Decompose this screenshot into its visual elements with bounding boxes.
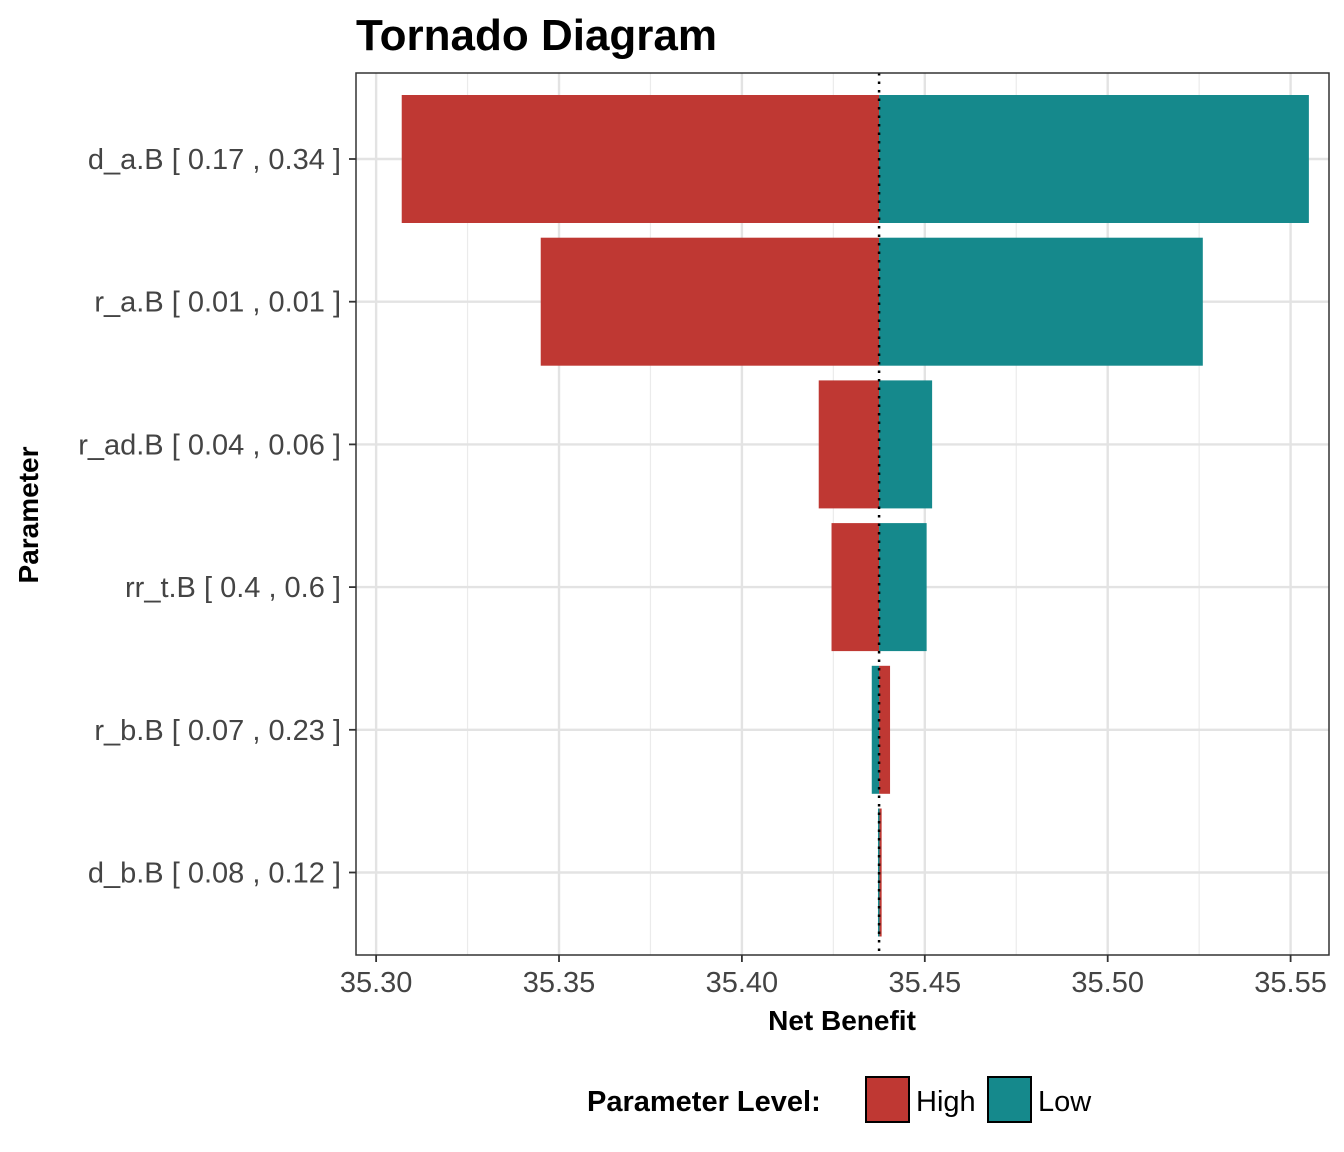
x-axis: 35.30 35.35 35.40 35.45 35.50 35.55 — [340, 955, 1327, 999]
bar-low — [871, 665, 880, 794]
bar-high — [540, 237, 880, 366]
y-tick-label: r_b.B [ 0.07 , 0.23 ] — [94, 715, 341, 747]
bar-low — [879, 523, 927, 652]
y-tick-label: d_a.B [ 0.17 , 0.34 ] — [88, 144, 341, 176]
panel-border — [355, 72, 1330, 956]
legend-key-high — [865, 1076, 910, 1123]
x-tick-label: 35.35 — [523, 967, 596, 999]
legend-label-low: Low — [1038, 1086, 1092, 1118]
bar-high — [401, 95, 880, 223]
y-tick-label: rr_t.B [ 0.4 , 0.6 ] — [125, 572, 341, 604]
bar-high — [879, 665, 891, 794]
y-tick-label: d_b.B [ 0.08 , 0.12 ] — [88, 858, 341, 890]
x-tick-label: 35.50 — [1071, 967, 1144, 999]
x-tick-label: 35.55 — [1254, 967, 1327, 999]
bar-low — [879, 380, 933, 509]
plot-panel — [355, 72, 1330, 956]
y-tick-label: r_ad.B [ 0.04 , 0.06 ] — [78, 429, 341, 461]
legend: Parameter Level: High Low — [587, 1076, 1092, 1123]
bar-high — [818, 380, 880, 509]
x-axis-title: Net Benefit — [768, 1005, 916, 1036]
y-axis: d_a.B [ 0.17 , 0.34 ] r_a.B [ 0.01 , 0.01… — [78, 144, 356, 890]
legend-label-high: High — [916, 1086, 976, 1118]
legend-items: High Low — [865, 1076, 1092, 1123]
x-tick-label: 35.45 — [889, 967, 962, 999]
chart-title: Tornado Diagram — [356, 11, 717, 60]
bar-high — [831, 523, 880, 652]
bars — [401, 95, 1309, 937]
bar-low — [879, 237, 1203, 366]
y-axis-title: Parameter — [13, 446, 44, 583]
bar-low — [879, 95, 1309, 223]
y-tick-label: r_a.B [ 0.01 , 0.01 ] — [94, 287, 341, 319]
bar-high — [879, 808, 882, 937]
x-tick-label: 35.40 — [706, 967, 779, 999]
x-tick-label: 35.30 — [340, 967, 413, 999]
legend-key-low — [987, 1076, 1032, 1123]
legend-title: Parameter Level: — [587, 1086, 821, 1118]
